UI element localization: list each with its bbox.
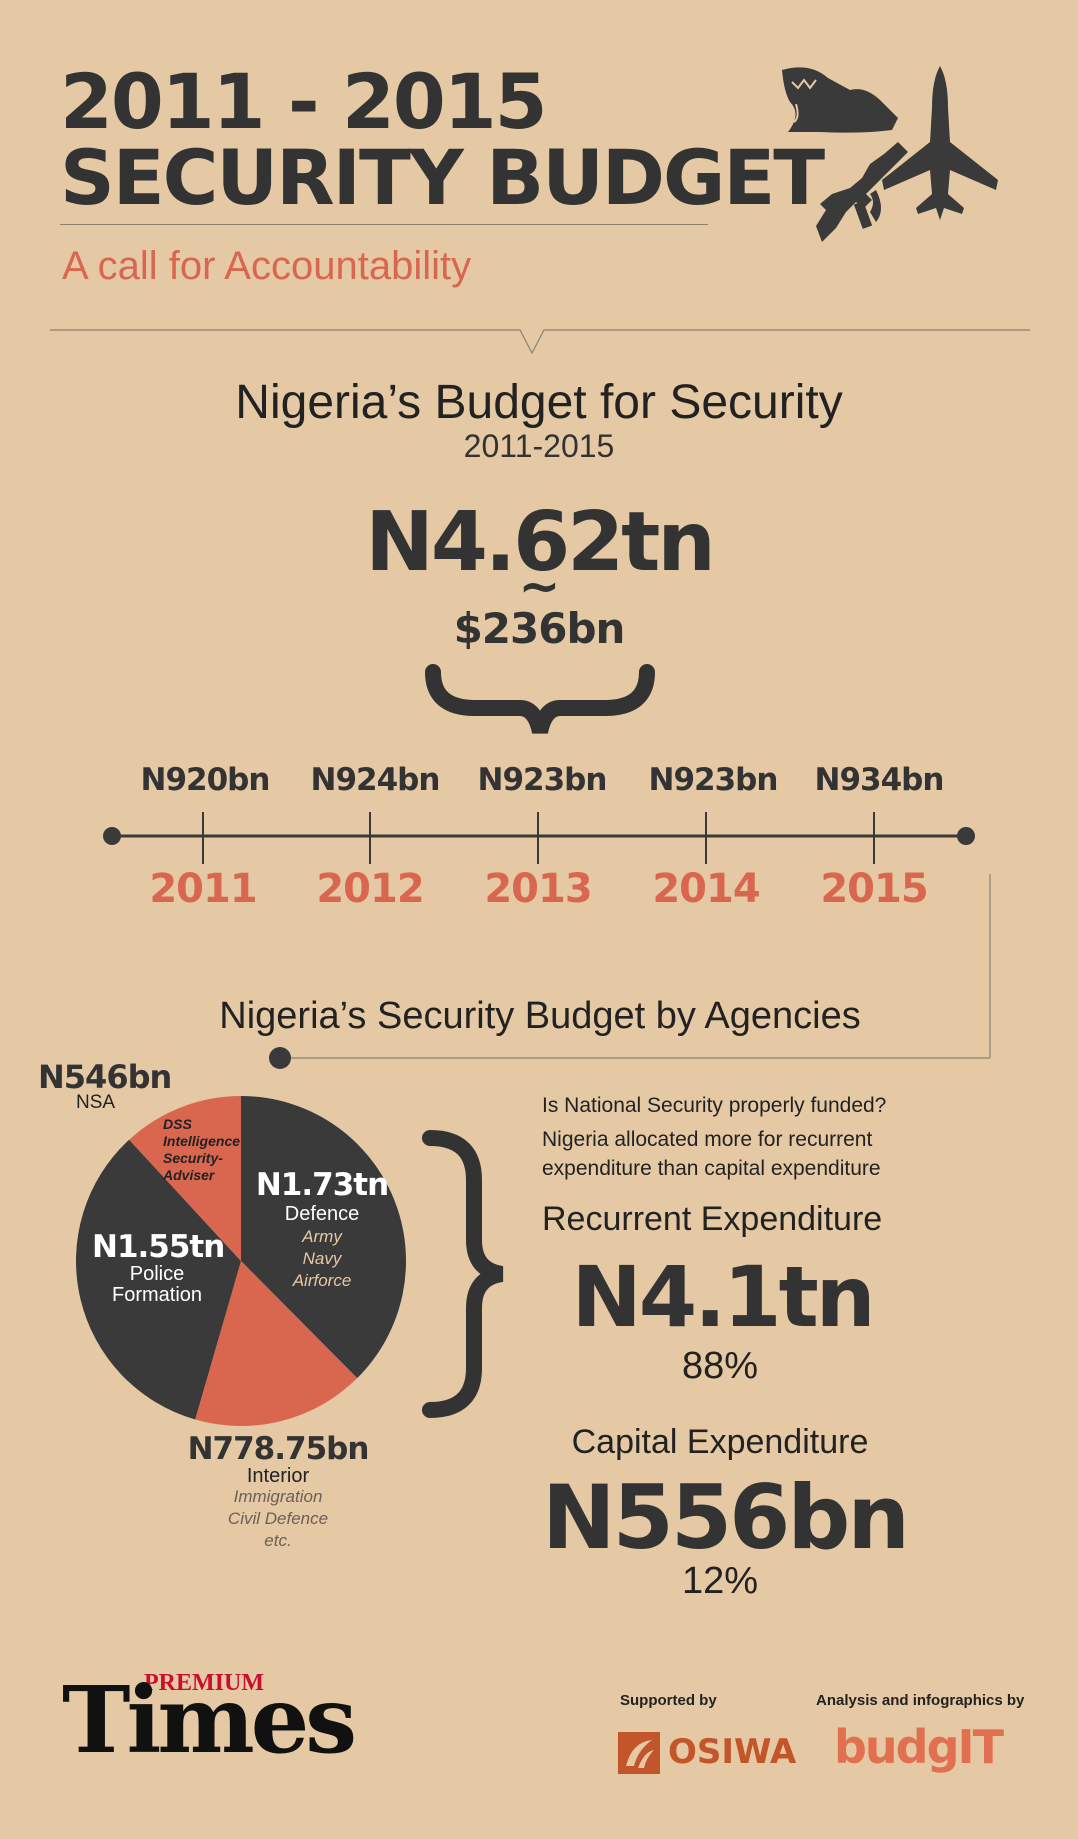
overview-total-usd: $236bn [453, 604, 626, 653]
analysis-by-label: Analysis and infographics by [816, 1692, 1025, 1709]
interior-detail: Civil Defence [227, 1509, 329, 1528]
funding-statement-1: Nigeria allocated more for recurrent [542, 1128, 873, 1151]
nsa-detail: Security- [163, 1150, 223, 1166]
overview-total: N4.62tn [365, 495, 716, 590]
funding-question: Is National Security properly funded? [542, 1094, 887, 1117]
title-years: 2011 - 2015 [60, 57, 548, 146]
defence-detail: Airforce [292, 1271, 352, 1290]
nsa-detail: DSS [163, 1116, 192, 1132]
rifle-icon [816, 142, 908, 242]
agencies-title: Nigeria’s Security Budget by Agencies [219, 995, 861, 1037]
title-main: SECURITY BUDGET [60, 133, 825, 222]
overview-period: 2011-2015 [463, 428, 615, 464]
pie-slice-police-formation [76, 1139, 241, 1420]
logo-times: Times [62, 1666, 357, 1774]
military-icons [782, 66, 998, 242]
title-divider [60, 224, 708, 225]
budgit-logo: budgIT [834, 1720, 1004, 1774]
defence-detail: Navy [302, 1249, 342, 1268]
nsa-name: NSA [76, 1092, 116, 1113]
interior-detail: Immigration [233, 1487, 323, 1506]
capital-label: Capital Expenditure [571, 1423, 869, 1461]
overview-title: Nigeria’s Budget for Security [235, 376, 843, 429]
osiwa-mark-icon [618, 1732, 660, 1774]
pie-slice-defence [241, 1096, 406, 1379]
shark-boat-icon [782, 67, 898, 133]
timeline-year: 2014 [652, 866, 760, 912]
pie-slice-interior [195, 1261, 358, 1426]
timeline-year: 2013 [484, 866, 592, 912]
defence-name: Defence [284, 1203, 360, 1225]
capital-percent: 12% [681, 1560, 759, 1602]
nsa-details: DSS Intelligence Security- Adviser [163, 1116, 240, 1184]
recurrent-amount: N4.1tn [571, 1248, 875, 1346]
timeline-year: 2012 [316, 866, 424, 912]
fighter-jet-icon [882, 66, 998, 220]
timeline-amount: N934bn [814, 762, 945, 798]
pie-slice-nsa [129, 1096, 241, 1261]
section-divider [50, 329, 1030, 355]
supported-by-label: Supported by [620, 1692, 717, 1709]
capital-amount: N556bn [542, 1466, 910, 1569]
police-amount: N1.55tn [92, 1229, 225, 1265]
defence-detail: Army [302, 1227, 342, 1246]
nsa-amount: N546bn [38, 1058, 172, 1096]
timeline-amount: N924bn [310, 762, 441, 798]
large-brace-icon [422, 1130, 504, 1418]
timeline-amount: N923bn [648, 762, 779, 798]
timeline-amount: N923bn [477, 762, 608, 798]
police-name: Formation [111, 1284, 203, 1306]
funding-statement-2: expenditure than capital expenditure [542, 1157, 881, 1180]
police-label: N1.55tn Police Formation [92, 1229, 225, 1306]
nsa-detail: Intelligence [163, 1133, 241, 1149]
recurrent-label: Recurrent Expenditure [542, 1200, 883, 1238]
subtitle: A call for Accountability [62, 244, 472, 288]
interior-amount: N778.75bn [187, 1431, 370, 1467]
recurrent-percent: 88% [681, 1345, 759, 1387]
section-connector [269, 874, 991, 1069]
interior-name: Interior [246, 1465, 310, 1487]
interior-detail: etc. [264, 1531, 292, 1550]
police-name: Police [129, 1263, 185, 1285]
interior-label: N778.75bn Interior Immigration Civil Def… [178, 1432, 378, 1552]
logo-premium: PREMIUM [144, 1670, 264, 1696]
timeline-amount: N920bn [140, 762, 271, 798]
defence-amount: N1.73tn [255, 1167, 389, 1203]
defence-label: N1.73tn Defence Army Navy Airforce [252, 1168, 392, 1292]
approx-symbol: ~ [518, 557, 561, 615]
agency-pie-chart [76, 1096, 406, 1426]
nsa-detail: Adviser [163, 1167, 215, 1183]
timeline-axis [103, 812, 975, 864]
timeline-year: 2015 [820, 866, 928, 912]
brace-icon [425, 664, 655, 734]
osiwa-text: OSIWA [668, 1732, 797, 1772]
timeline-year: 2011 [149, 866, 257, 912]
